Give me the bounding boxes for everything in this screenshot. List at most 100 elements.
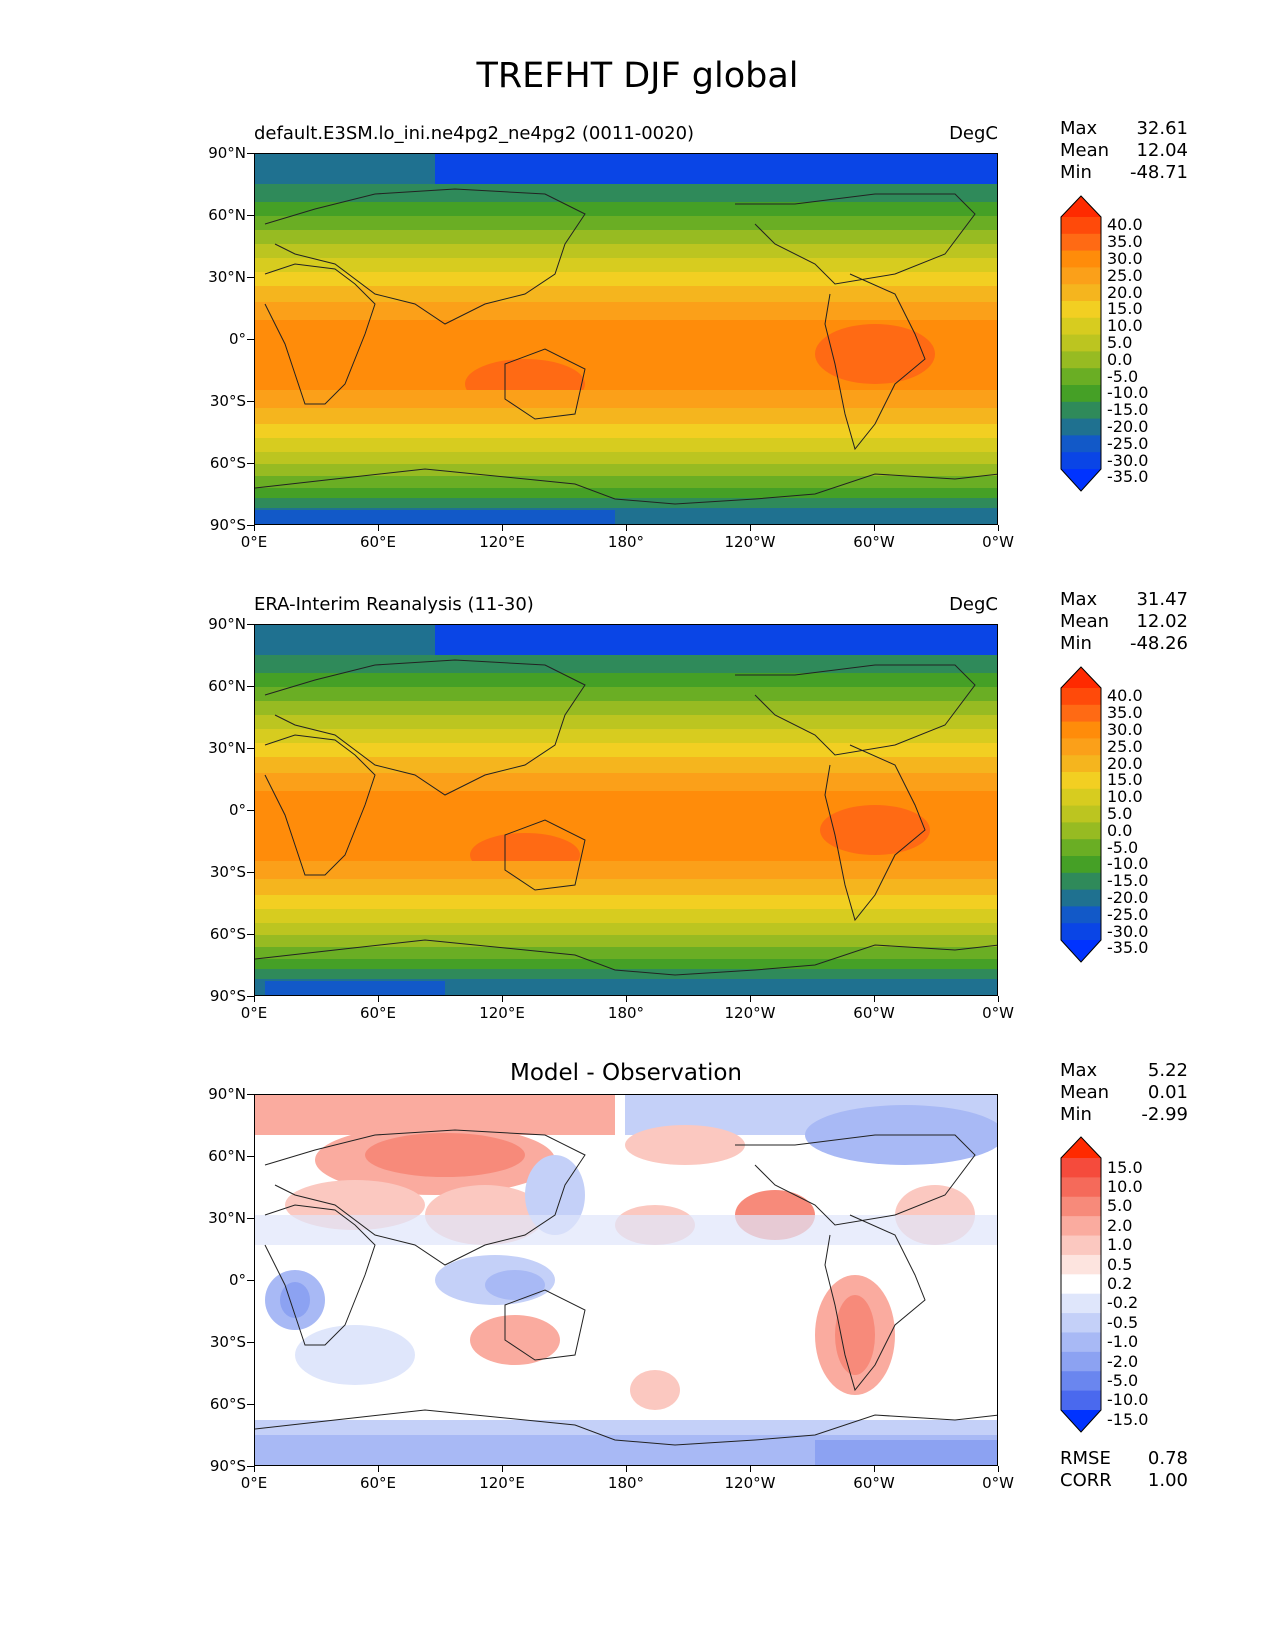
lat-tick (247, 1218, 254, 1219)
reference-panel-units: DegC (949, 594, 998, 615)
lon-tick (254, 1466, 255, 1472)
colorbar-outline (1060, 195, 1102, 492)
colorbar-bin (1061, 688, 1101, 706)
lat-tick-label: 30°N (208, 268, 246, 286)
colorbar-bin (1061, 738, 1101, 756)
colorbar-tick-label: -5.0 (1107, 366, 1139, 386)
colorbar-bin (1061, 822, 1101, 840)
lat-tick (247, 996, 254, 997)
stat-value: 32.61 (1136, 118, 1188, 139)
colorbar-bin (1061, 385, 1101, 403)
stat-row: Min -2.99 (1060, 1104, 1188, 1126)
lon-tick (750, 525, 751, 531)
lon-tick (874, 1466, 875, 1472)
lat-tick-label: 0° (228, 330, 246, 348)
lat-tick-label: 60°S (209, 1395, 246, 1413)
colorbar-tick-label: 25.0 (1107, 265, 1143, 285)
colorbar-tick-label: 40.0 (1107, 686, 1143, 706)
lat-tick-label: 0° (228, 1271, 246, 1289)
stat-value: 12.04 (1136, 140, 1188, 161)
colorbar-bin (1061, 889, 1101, 907)
stat-row: Max 31.47 (1060, 589, 1188, 611)
colorbar-bin (1061, 1216, 1101, 1237)
lon-tick (626, 996, 627, 1002)
metric-row: CORR 1.00 (1060, 1470, 1188, 1492)
colorbar-tick-label: -0.5 (1107, 1312, 1139, 1332)
stat-value: 0.01 (1147, 1082, 1188, 1103)
lon-tick-label: 120°W (724, 1474, 776, 1492)
colorbar-tick-label: 20.0 (1107, 753, 1143, 773)
colorbar-bin (1061, 301, 1101, 319)
lat-tick-label: 90°S (209, 1457, 246, 1475)
colorbar-tick-label: -30.0 (1107, 450, 1149, 470)
lat-tick-label: 60°S (209, 925, 246, 943)
colorbar-bin (1061, 233, 1101, 252)
lat-tick (247, 215, 254, 216)
colorbar-extend-max (1061, 667, 1101, 688)
test-panel-units: DegC (949, 123, 998, 144)
colorbar-tick-label: -25.0 (1107, 904, 1149, 924)
colorbar-bin (1061, 1158, 1101, 1178)
lon-tick-label: 0°E (240, 1004, 268, 1022)
colorbar-bin (1061, 704, 1101, 723)
colorbar-extend-min (1061, 940, 1101, 962)
lon-tick-label: 60°W (853, 1474, 895, 1492)
colorbar (1060, 195, 1102, 492)
colorbar-tick-label: -10.0 (1107, 1390, 1149, 1410)
stats-block: Max 32.61 Mean 12.04 Min -48.71 (1060, 118, 1188, 184)
colorbar-bin (1061, 1371, 1101, 1392)
colorbar-tick-label: 0.2 (1107, 1274, 1133, 1293)
colorbar-bin (1061, 267, 1101, 285)
colorbar-tick-label: -1.0 (1107, 1332, 1139, 1352)
colorbar-extend-min (1061, 469, 1101, 491)
stat-label: Max (1060, 1060, 1098, 1081)
reference-panel: ERA-Interim Reanalysis (11-30) DegC (0, 594, 1275, 1064)
lon-tick (378, 996, 379, 1002)
stat-row: Min -48.26 (1060, 633, 1188, 655)
colorbar (1060, 666, 1102, 963)
test-panel: default.E3SM.lo_ini.ne4pg2_ne4pg2 (0011-… (0, 123, 1275, 593)
colorbar-tick-label: -15.0 (1107, 1409, 1149, 1429)
lat-tick (247, 463, 254, 464)
stat-label: Max (1060, 118, 1098, 139)
stat-value: -2.99 (1141, 1104, 1188, 1125)
lat-tick-label: 30°S (209, 392, 246, 410)
colorbar-tick-label: 5.0 (1107, 333, 1133, 352)
metric-value: 1.00 (1147, 1470, 1188, 1491)
colorbar-tick-label: -0.2 (1107, 1293, 1139, 1313)
lon-tick (626, 525, 627, 531)
stat-row: Max 32.61 (1060, 118, 1188, 140)
colorbar (1060, 1136, 1102, 1433)
lat-tick (247, 748, 254, 749)
lat-tick (247, 1466, 254, 1467)
colorbar-tick-label: -35.0 (1107, 938, 1149, 958)
colorbar-tick-label: 15.0 (1107, 299, 1143, 319)
lon-tick-label: 0°W (982, 1474, 1014, 1492)
stat-row: Max 5.22 (1060, 1060, 1188, 1082)
colorbar-tick-label: -5.0 (1107, 837, 1139, 857)
lon-tick (874, 996, 875, 1002)
lon-tick-label: 120°E (479, 1474, 525, 1492)
stat-row: Mean 0.01 (1060, 1082, 1188, 1104)
lat-tick-label: 30°N (208, 1209, 246, 1227)
test-panel-title: default.E3SM.lo_ini.ne4pg2_ne4pg2 (0011-… (254, 123, 695, 144)
difference-map (254, 1094, 998, 1466)
difference-panel: Model - Observation (0, 1060, 1275, 1534)
stat-label: Mean (1060, 611, 1110, 632)
lat-tick (247, 934, 254, 935)
stat-label: Min (1060, 1104, 1092, 1125)
colorbar-tick-label: 10.0 (1107, 787, 1143, 807)
colorbar-bin (1061, 435, 1101, 453)
metric-row: RMSE 0.78 (1060, 1448, 1188, 1470)
colorbar-tick-label: -2.0 (1107, 1351, 1139, 1371)
colorbar-extend-min (1061, 1410, 1101, 1432)
colorbar-bin (1061, 284, 1101, 302)
lat-tick (247, 872, 254, 873)
colorbar-bin (1061, 250, 1101, 268)
reference-map (254, 624, 998, 996)
test-map (254, 153, 998, 525)
reference-map-field (255, 625, 997, 995)
lon-tick (998, 996, 999, 1002)
colorbar-bin (1061, 1274, 1101, 1295)
colorbar-tick-label: -35.0 (1107, 467, 1149, 487)
